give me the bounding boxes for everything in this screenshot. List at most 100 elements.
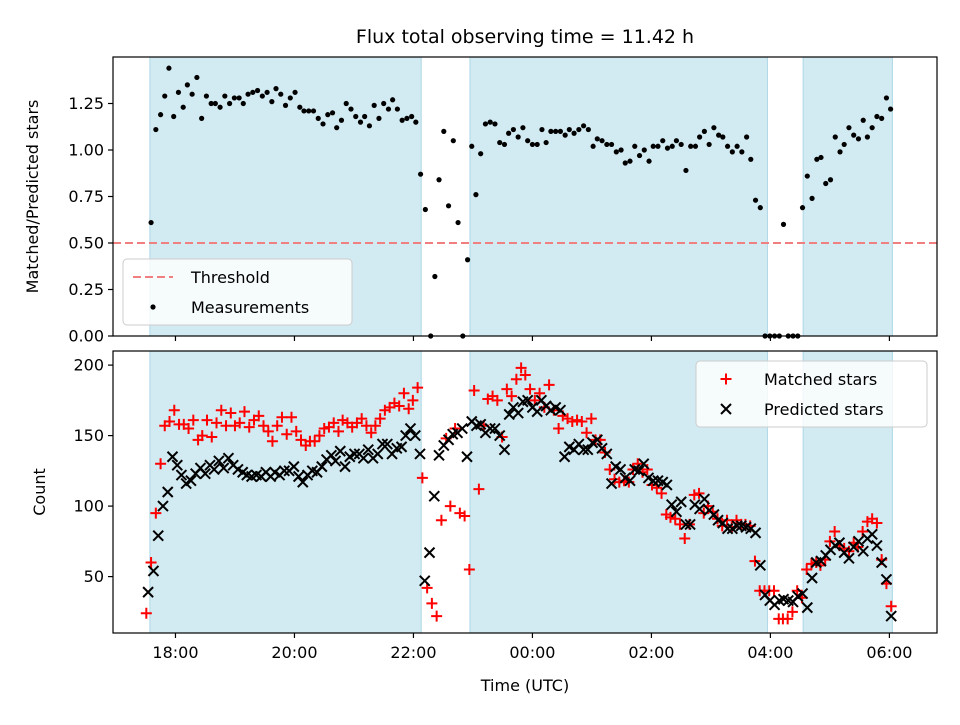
- matched-stars-point: [515, 362, 527, 374]
- measurement-point: [376, 115, 382, 121]
- matched-stars-point: [553, 423, 565, 435]
- measurement-point: [748, 156, 754, 162]
- bottom-x-tick-label: 18:00: [152, 643, 198, 662]
- measurement-point: [660, 138, 666, 144]
- measurement-point: [571, 130, 577, 136]
- matched-stars-point: [871, 517, 883, 529]
- top-legend-box: [122, 258, 353, 326]
- matched-stars-point: [581, 427, 593, 439]
- measurement-point: [613, 149, 619, 155]
- matched-stars-point: [369, 420, 381, 432]
- matched-stars-point: [187, 414, 199, 426]
- predicted-stars-point: [404, 422, 417, 435]
- top-panel-ratio: 0.00 0.25 0.50 0.75 1.00 1.25 Matched/Predicte…: [23, 26, 938, 346]
- predicted-stars-point: [503, 408, 515, 421]
- measurement-point: [199, 115, 205, 121]
- predicted-stars-point: [633, 465, 645, 477]
- predicted-stars-point: [614, 463, 627, 476]
- measurement-point: [539, 126, 545, 133]
- measurement-point: [497, 139, 503, 146]
- predicted-stars-point: [329, 455, 342, 467]
- measurement-point: [585, 126, 591, 133]
- predicted-stars-point: [857, 545, 869, 557]
- matched-stars-point: [519, 369, 531, 381]
- matched-stars-point: [313, 430, 325, 442]
- matched-stars-point: [566, 416, 578, 427]
- predicted-stars-point: [601, 448, 613, 460]
- top-y-tick-label: 1.00: [68, 141, 104, 160]
- matched-stars-point: [285, 411, 297, 423]
- measurement-point: [240, 100, 246, 107]
- predicted-stars-point: [409, 429, 421, 442]
- predicted-stars-point: [498, 443, 511, 456]
- matched-stars-point: [365, 427, 377, 439]
- matched-stars-point: [145, 557, 157, 568]
- top-shaded-interval-3: [803, 57, 893, 336]
- measurement-point: [632, 143, 638, 149]
- matched-stars-point: [669, 513, 681, 525]
- measurement-point: [259, 93, 265, 99]
- predicted-stars-point: [852, 535, 865, 548]
- predicted-stars-point: [339, 460, 351, 473]
- measurement-point: [385, 106, 392, 112]
- measurement-point: [683, 167, 689, 174]
- predicted-stars-point: [843, 552, 855, 564]
- measurement-point: [171, 113, 177, 120]
- predicted-stars-point: [292, 470, 305, 483]
- measurement-point: [217, 104, 223, 110]
- legend-measurements-label: Measurements: [191, 298, 309, 317]
- matched-stars-point: [234, 417, 246, 429]
- measurement-point: [450, 138, 456, 144]
- legend-matched-swatch: [720, 373, 732, 385]
- predicted-stars-point: [142, 586, 154, 598]
- measurement-point: [553, 128, 559, 134]
- predicted-stars-point: [433, 449, 445, 462]
- measurement-point: [697, 134, 703, 140]
- measurement-point: [254, 87, 261, 94]
- predicted-stars-point: [670, 506, 683, 518]
- measurement-point: [203, 93, 210, 99]
- measurement-point: [227, 100, 233, 107]
- predicted-stars-point: [806, 572, 818, 584]
- measurement-point: [641, 147, 647, 153]
- measurement-point: [823, 180, 829, 187]
- measurement-point: [334, 125, 340, 131]
- predicted-stars-point: [199, 467, 211, 480]
- predicted-stars-point: [684, 518, 696, 531]
- measurement-point: [315, 115, 321, 121]
- matched-stars-point: [641, 463, 653, 475]
- measurement-point: [366, 123, 373, 129]
- measurement-point: [879, 115, 885, 121]
- predicted-stars-point: [885, 610, 897, 622]
- predicted-stars-point: [325, 449, 338, 462]
- matched-stars-point: [253, 410, 265, 422]
- bottom-x-tick-label: 20:00: [271, 643, 317, 662]
- bottom-plot-frame: [112, 350, 938, 634]
- predicted-stars-point: [675, 496, 687, 508]
- predicted-stars-point: [833, 537, 846, 549]
- predicted-stars-point: [348, 448, 361, 460]
- bottom-x-tick-label: 02:00: [628, 643, 674, 662]
- matched-stars-point: [407, 394, 419, 406]
- matched-stars-point: [356, 413, 368, 425]
- predicted-stars-point: [558, 451, 571, 463]
- measurement-point: [390, 97, 396, 103]
- measurement-point: [269, 99, 275, 105]
- measurement-point: [566, 126, 572, 133]
- measurement-point: [543, 139, 549, 146]
- predicted-stars-point: [217, 462, 230, 474]
- matched-stars-point: [318, 423, 330, 435]
- predicted-stars-point: [362, 443, 374, 456]
- predicted-stars-point: [680, 518, 692, 531]
- predicted-stars-point: [442, 434, 455, 446]
- measurement-point: [841, 141, 847, 148]
- predicted-stars-point: [801, 601, 814, 614]
- matched-stars-point: [786, 606, 798, 618]
- matched-stars-point: [238, 406, 250, 418]
- matched-stars-point: [829, 525, 841, 537]
- measurement-point: [510, 126, 516, 133]
- measurement-point: [413, 119, 419, 125]
- measurement-point: [636, 152, 643, 159]
- predicted-stars-point: [414, 448, 426, 460]
